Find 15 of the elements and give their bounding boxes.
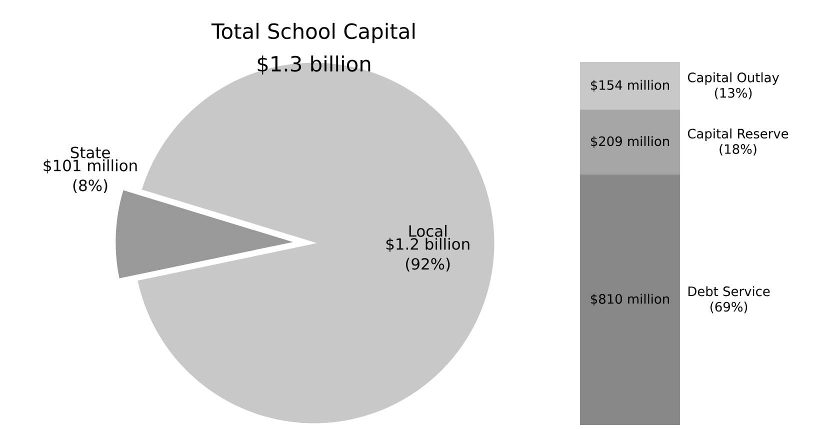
data-label: $154 million xyxy=(590,80,669,92)
text: (18%) xyxy=(720,144,756,156)
data-label: $209 million xyxy=(590,136,669,148)
chart-title: Total School Capital xyxy=(211,22,415,44)
text: (69%) xyxy=(710,302,748,314)
slice-label: Local xyxy=(409,224,446,237)
series-label: Capital Outlay xyxy=(688,72,780,85)
chart-subtitle: $1.3 billion xyxy=(258,56,370,74)
text: (13%) xyxy=(714,88,752,100)
data-label: $810 million xyxy=(590,294,669,306)
series-label: Capital Reserve xyxy=(688,128,788,142)
data-label: $101 million (8%) xyxy=(44,159,137,194)
series-label: Debt Service xyxy=(688,286,770,296)
slice-label: State xyxy=(70,146,110,158)
data-label: $1.2 billion (92%) xyxy=(386,238,470,272)
